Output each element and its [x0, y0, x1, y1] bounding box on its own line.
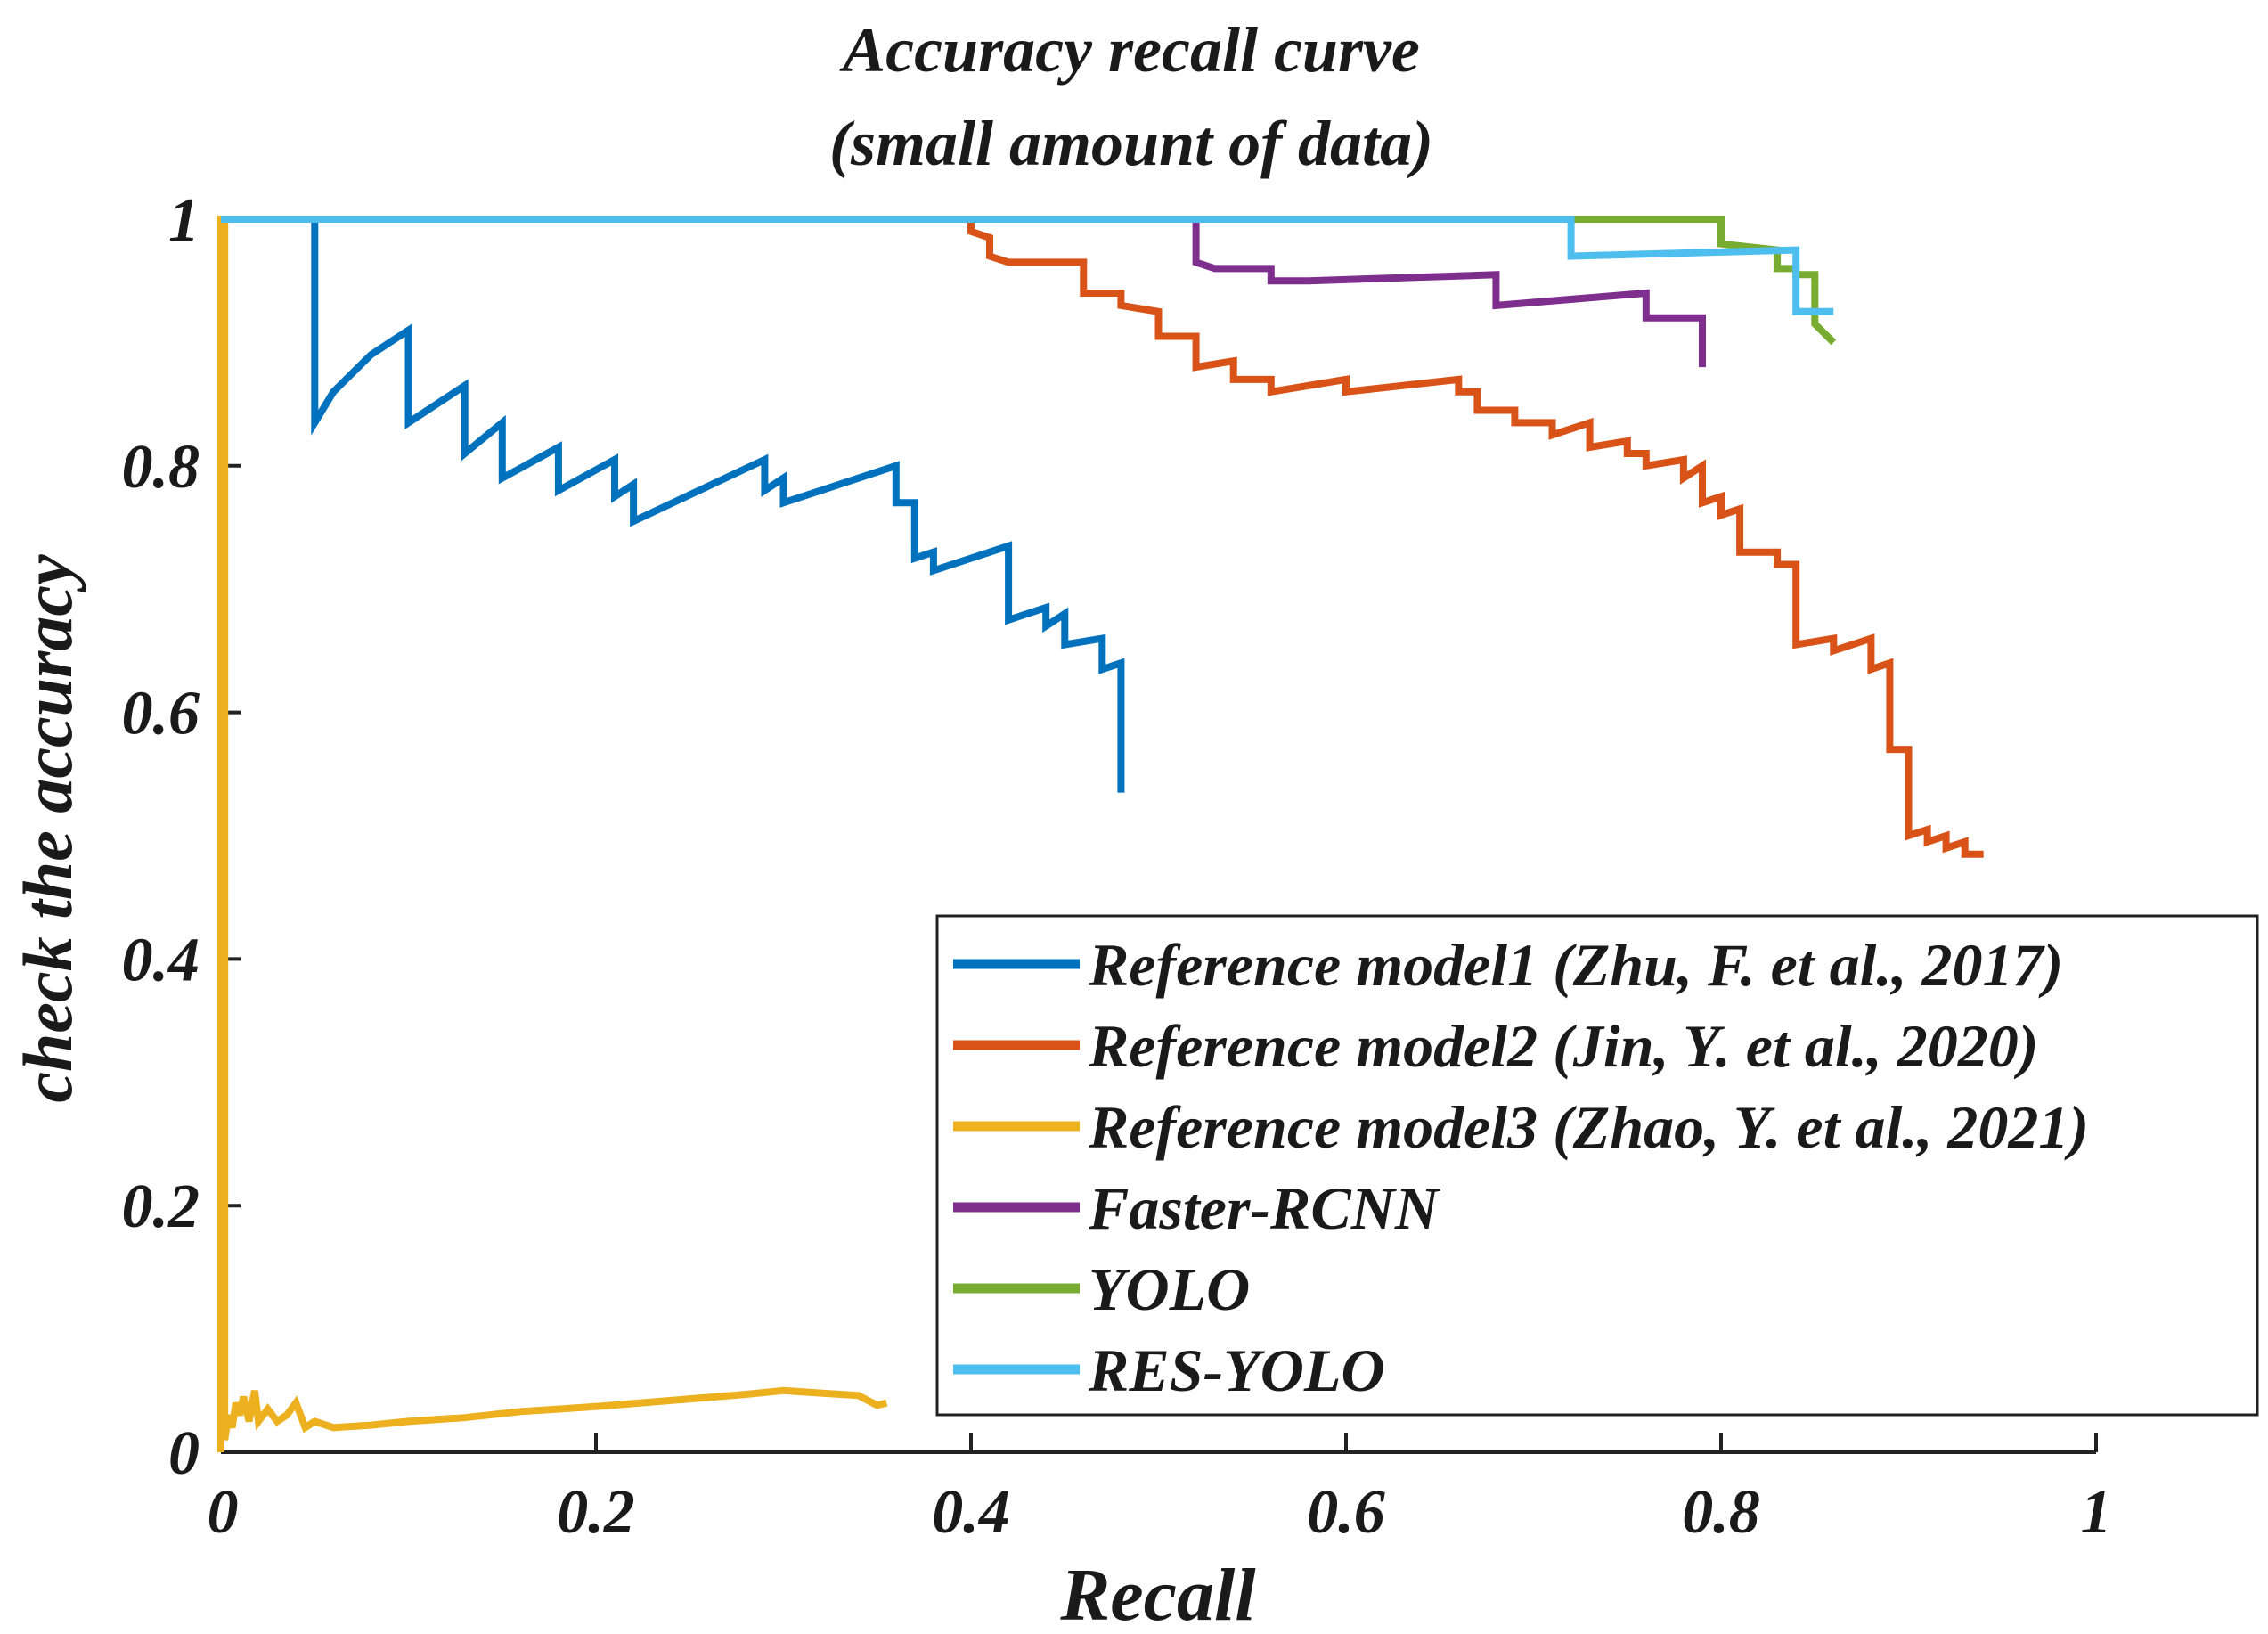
y-tick-label: 0.6 — [122, 680, 200, 748]
legend-entry-label: RES-YOLO — [1088, 1336, 1384, 1404]
x-tick-label: 0.6 — [1307, 1478, 1385, 1547]
x-tick-label: 0.8 — [1682, 1478, 1760, 1547]
series-line-5 — [1570, 216, 1837, 346]
y-tick-label: 0.2 — [122, 1172, 200, 1241]
series-line-6 — [221, 216, 1834, 315]
legend-entry-label: Reference model2 (Jin, Y. et al., 2020) — [1088, 1012, 2038, 1080]
series-line-3 — [217, 216, 888, 1452]
legend: Reference model1 (Zhu, F. et al., 2017) R… — [935, 914, 2259, 1417]
y-tick-label: 1 — [168, 186, 200, 255]
axis-ticks: 0 0.2 0.4 0.6 0.8 1 0 0.2 0.4 0.6 0.8 1 — [122, 186, 2112, 1547]
y-tick-label: 0.4 — [122, 926, 200, 994]
x-tick-label: 1 — [2081, 1478, 2112, 1547]
chart-title-line-1: Accuracy recall curve — [839, 14, 1420, 86]
series-layer — [217, 216, 1984, 1452]
legend-entry-label: Reference model1 (Zhu, F. et al., 2017) — [1088, 931, 2063, 999]
x-axis-label: Recall — [1059, 1554, 1256, 1634]
y-axis-label: check the accuracy — [9, 554, 86, 1103]
series-line-2 — [967, 219, 1984, 858]
x-tick-label: 0.2 — [557, 1478, 635, 1547]
x-tick-label: 0.4 — [932, 1478, 1010, 1547]
y-tick-label: 0 — [168, 1419, 200, 1488]
series-line-1 — [221, 216, 1125, 793]
legend-entry-label: Reference model3 (Zhao, Y. et al., 2021) — [1088, 1093, 2089, 1161]
series-line-4 — [1192, 219, 1706, 368]
legend-entry-label: Faster-RCNN — [1088, 1174, 1441, 1242]
y-tick-label: 0.8 — [122, 433, 200, 502]
legend-box — [935, 914, 2259, 1417]
x-tick-label: 0 — [208, 1478, 239, 1547]
chart-title-line-2: (small amount of data) — [829, 108, 1433, 179]
legend-entry-label: YOLO — [1089, 1255, 1250, 1323]
